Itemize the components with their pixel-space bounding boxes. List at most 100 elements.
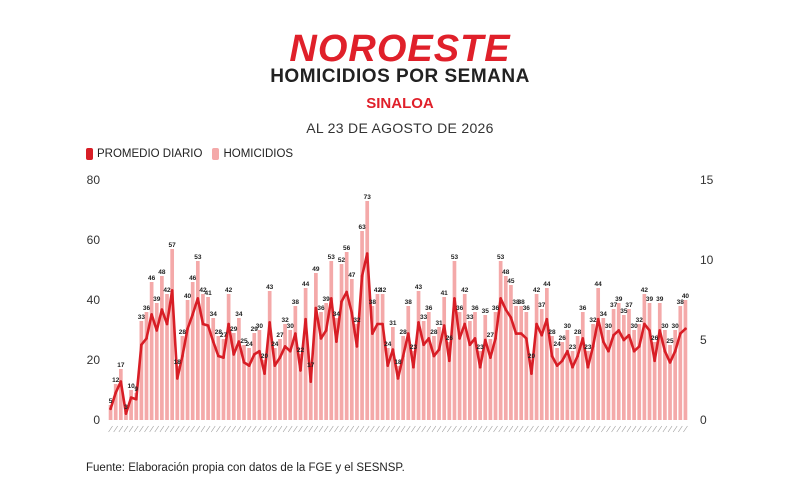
- line-point: [550, 354, 554, 358]
- bar-data-label: 36: [456, 305, 464, 312]
- x-axis-tick: [344, 425, 349, 433]
- line-point: [391, 348, 395, 351]
- chart-bar: [539, 309, 544, 420]
- line-point: [324, 329, 328, 332]
- bar-data-label: 12: [112, 377, 120, 384]
- bar-data-label: 52: [338, 257, 346, 264]
- line-point: [309, 380, 313, 383]
- noroeste-logo-icon: NOROESTE: [289, 28, 511, 68]
- line-point: [514, 332, 518, 335]
- x-axis-tick: [559, 425, 565, 433]
- x-axis-tick: [133, 425, 139, 433]
- chart-bar: [231, 333, 236, 420]
- x-axis-tick: [195, 425, 201, 433]
- line-point: [360, 274, 364, 278]
- x-axis-tick: [436, 425, 442, 433]
- x-axis-tick: [549, 425, 555, 433]
- line-point: [350, 311, 354, 315]
- chart-bar: [601, 318, 606, 420]
- line-point: [458, 337, 461, 340]
- chart-bar: [596, 288, 601, 420]
- chart-bar: [370, 306, 375, 420]
- line-point: [530, 372, 533, 375]
- chart-bar: [283, 324, 287, 420]
- bar-data-label: 41: [204, 290, 212, 297]
- bar-data-label: 30: [287, 323, 295, 330]
- x-axis-tick: [421, 425, 426, 433]
- left-axis-tick-label: 80: [87, 173, 101, 187]
- line-point: [448, 359, 451, 363]
- chart-bar: [380, 294, 385, 420]
- bar-data-label: 33: [420, 314, 428, 321]
- brand-wordmark: NOROESTE: [289, 28, 511, 68]
- chart-bar: [139, 321, 144, 420]
- line-point: [237, 340, 241, 343]
- chart-bar: [149, 282, 154, 420]
- bar-data-label: 18: [174, 359, 182, 366]
- bar-data-label: 38: [405, 299, 413, 306]
- bar-data-label: 35: [620, 308, 628, 315]
- bar-data-label: 36: [425, 305, 433, 312]
- x-axis-tick: [457, 425, 462, 433]
- x-axis-tick: [118, 425, 124, 433]
- x-axis-tick: [375, 425, 380, 433]
- bar-data-label: 53: [497, 254, 505, 261]
- chart-bar: [606, 330, 611, 420]
- line-point: [663, 349, 667, 353]
- line-point: [191, 313, 194, 316]
- x-axis-tick: [488, 425, 493, 433]
- x-axis-tick: [236, 425, 242, 433]
- x-axis-tick: [585, 425, 591, 433]
- chart-bar: [349, 279, 354, 420]
- bar-data-label: 53: [451, 254, 459, 261]
- x-axis-tick: [370, 425, 375, 433]
- chart-bar: [375, 294, 380, 420]
- bar-data-label: 40: [184, 293, 192, 300]
- legend-item-bars: HOMICIDIOS: [212, 148, 293, 160]
- line-point: [355, 345, 359, 348]
- line-point: [473, 337, 477, 340]
- x-axis-tick: [175, 425, 180, 433]
- x-axis-tick: [349, 425, 355, 433]
- chart-bar: [201, 294, 205, 420]
- chart-bar: [180, 336, 185, 420]
- bar-data-label: 46: [189, 275, 197, 282]
- x-axis-tick: [667, 425, 673, 433]
- x-axis-tick: [652, 425, 657, 433]
- chart-bar: [293, 306, 298, 420]
- line-point: [632, 349, 636, 353]
- x-axis-tick: [185, 425, 190, 433]
- bar-data-label: 20: [261, 353, 269, 360]
- bar-data-label: 23: [477, 344, 485, 351]
- bar-data-label: 38: [369, 299, 377, 306]
- line-point: [504, 308, 508, 311]
- bar-data-label: 30: [256, 323, 264, 330]
- bar-data-label: 43: [266, 284, 274, 291]
- bar-data-label: 30: [672, 323, 680, 330]
- line-point: [432, 354, 436, 358]
- bar-data-label: 26: [446, 335, 454, 342]
- chart-bar: [272, 348, 277, 420]
- chart-bar: [242, 345, 246, 420]
- bar-data-label: 39: [153, 296, 161, 303]
- chart-bar: [396, 366, 400, 420]
- line-point: [571, 365, 574, 369]
- x-axis-tick: [636, 425, 642, 433]
- chart-bar: [206, 297, 210, 420]
- legend-label-bars: HOMICIDIOS: [223, 148, 294, 160]
- bar-data-label: 42: [163, 287, 171, 294]
- x-axis-tick: [164, 425, 170, 433]
- bar-data-label: 37: [625, 302, 633, 309]
- x-axis-tick: [144, 425, 149, 433]
- x-axis-tick: [611, 425, 616, 433]
- line-point: [124, 412, 128, 415]
- right-axis-tick-label: 5: [700, 333, 707, 347]
- line-point: [417, 321, 420, 324]
- bar-data-label: 39: [615, 296, 623, 303]
- bar-data-label: 28: [215, 329, 223, 336]
- line-point: [509, 316, 513, 319]
- chart-bar: [488, 339, 493, 420]
- line-point: [329, 297, 333, 300]
- right-axis-tick-label: 15: [700, 173, 714, 187]
